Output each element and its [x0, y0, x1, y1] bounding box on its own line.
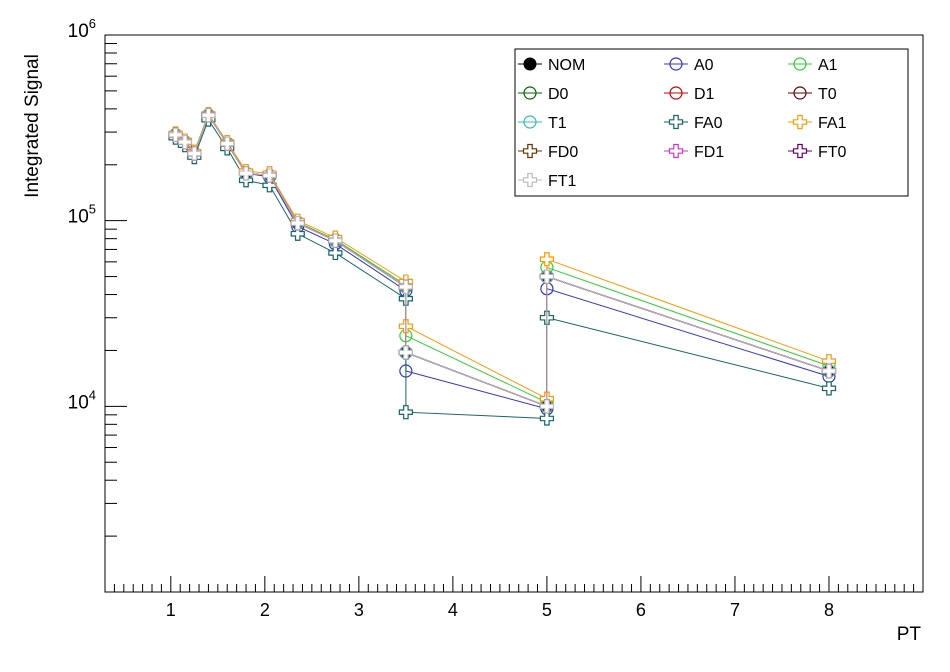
plot-frame [104, 34, 924, 593]
x-tick-label: 2 [260, 600, 270, 620]
legend-marker [523, 86, 537, 100]
data-point [290, 226, 305, 241]
legend-label: FA1 [818, 115, 847, 132]
legend-marker [669, 86, 683, 100]
legend-entry-d0: D0 [518, 86, 569, 103]
legend-entry-a0: A0 [664, 57, 714, 74]
axis-ticks: 1 2 3 4 5 6 7 8 104 105 106 [68, 16, 924, 620]
series-ft1 [168, 108, 837, 414]
data-point [398, 279, 413, 294]
legend-marker [793, 57, 807, 71]
legend-entry-fa0: FA0 [664, 114, 723, 132]
legend: NOM A0 A1 D0 D1 T0 T1 FA0 FA1 FD0 FD1 FT0 FT1 [514, 48, 909, 197]
data-point [821, 381, 837, 396]
y-axis-label: Integrated Signal [22, 54, 43, 198]
data-point [398, 405, 413, 420]
data-point [201, 108, 216, 123]
legend-label: D1 [694, 86, 715, 103]
legend-label: FD1 [694, 144, 724, 161]
legend-label: FD0 [548, 144, 578, 161]
legend-entry-d1: D1 [664, 86, 715, 103]
data-point [220, 136, 235, 151]
data-point [168, 127, 183, 142]
data-point [238, 166, 254, 181]
legend-entry-fa1: FA1 [788, 114, 847, 132]
legend-marker [669, 57, 683, 71]
x-tick-label: 6 [636, 600, 646, 620]
legend-marker [523, 57, 537, 71]
data-point [177, 134, 193, 150]
data-point [398, 345, 413, 360]
data-point [328, 245, 343, 261]
legend-label: T1 [548, 115, 567, 132]
data-point [821, 363, 837, 379]
legend-label: FT0 [818, 144, 847, 161]
legend-entry-a1: A1 [788, 57, 838, 74]
x-tick-label: 4 [448, 600, 458, 620]
legend-marker [522, 143, 538, 159]
x-tick-label: 3 [354, 600, 364, 620]
legend-entry-fd1: FD1 [664, 143, 724, 161]
data-point [539, 411, 555, 426]
data-point [539, 269, 555, 284]
data-point [262, 168, 277, 183]
series-layer [168, 106, 837, 426]
data-point [539, 399, 555, 414]
legend-entry-t0: T0 [788, 86, 837, 103]
y-tick-label: 104 [68, 387, 96, 413]
y-tick-label: 106 [68, 16, 96, 42]
legend-entry-t1: T1 [518, 115, 567, 132]
legend-marker [668, 143, 684, 159]
legend-label: D0 [548, 86, 569, 103]
legend-label: FT1 [548, 173, 577, 190]
legend-marker [522, 172, 538, 188]
legend-entry-fd0: FD0 [518, 143, 578, 161]
y-tick-label: 105 [68, 202, 96, 228]
legend-entry-ft1: FT1 [518, 172, 577, 190]
legend-marker [668, 114, 684, 130]
data-point [262, 178, 277, 193]
legend-label: A1 [818, 57, 838, 74]
legend-label: T0 [818, 86, 837, 103]
legend-entry-ft0: FT0 [788, 143, 847, 161]
legend-label: FA0 [694, 115, 723, 132]
x-tick-label: 7 [730, 600, 740, 620]
data-point [290, 216, 305, 231]
x-tick-label: 5 [542, 600, 552, 620]
x-axis-label: PT [897, 624, 922, 645]
data-point [328, 233, 343, 248]
legend-label: A0 [694, 57, 714, 74]
legend-label: NOM [548, 57, 585, 74]
legend-box [514, 48, 909, 197]
legend-marker [792, 143, 808, 159]
legend-entry-nom: NOM [518, 57, 585, 74]
legend-marker [793, 86, 807, 100]
x-tick-label: 1 [166, 600, 176, 620]
data-point [539, 252, 555, 267]
x-tick-label: 8 [824, 600, 834, 620]
legend-marker [523, 115, 537, 129]
legend-marker [792, 114, 808, 130]
data-point [187, 146, 202, 161]
